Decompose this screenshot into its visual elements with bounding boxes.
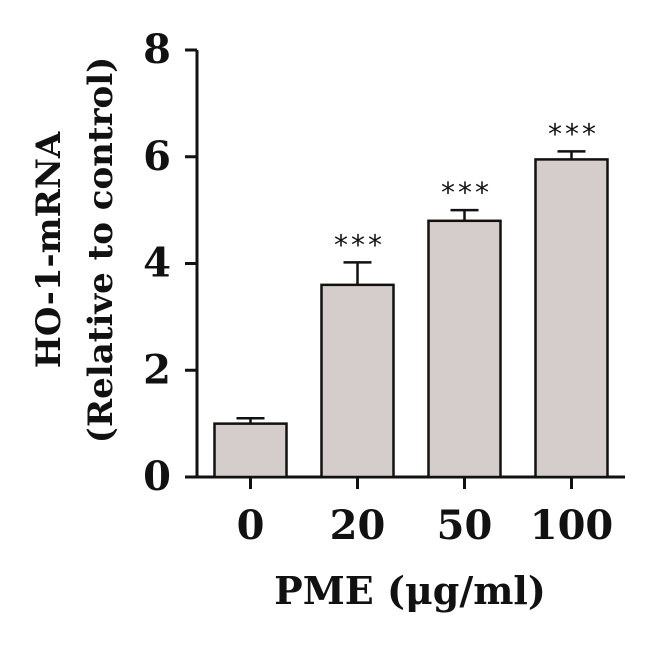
y-tick-label-6: 6 — [143, 133, 171, 180]
bar-20 — [320, 283, 395, 479]
significance-label-20: *** — [334, 228, 385, 261]
y-tick-label-0: 0 — [143, 453, 171, 500]
x-axis-label: PME (μg/ml) — [274, 568, 546, 613]
significance-label-100: *** — [548, 117, 599, 150]
bar-100 — [534, 158, 609, 479]
bar-0 — [213, 422, 288, 479]
y-axis-label-line1: HO-1-mRNA — [29, 131, 69, 368]
y-axis-title: HO-1-mRNA (Relative to control) — [29, 57, 121, 443]
x-tick-label-100: 100 — [530, 502, 614, 549]
significance-label-50: *** — [441, 176, 492, 209]
x-tick-label-50: 50 — [437, 502, 493, 549]
y-tick-label-8: 8 — [143, 26, 171, 73]
x-tick-label-20: 20 — [330, 502, 386, 549]
y-tick-label-2: 2 — [143, 346, 171, 393]
x-tick-label-0: 0 — [237, 502, 265, 549]
y-tick-label-4: 4 — [143, 240, 171, 287]
bar-50 — [427, 219, 502, 479]
plot-area: 0 2 4 6 8 0 20 *** 50 *** 100 *** — [143, 26, 625, 549]
y-axis-label-line2: (Relative to control) — [81, 57, 121, 443]
